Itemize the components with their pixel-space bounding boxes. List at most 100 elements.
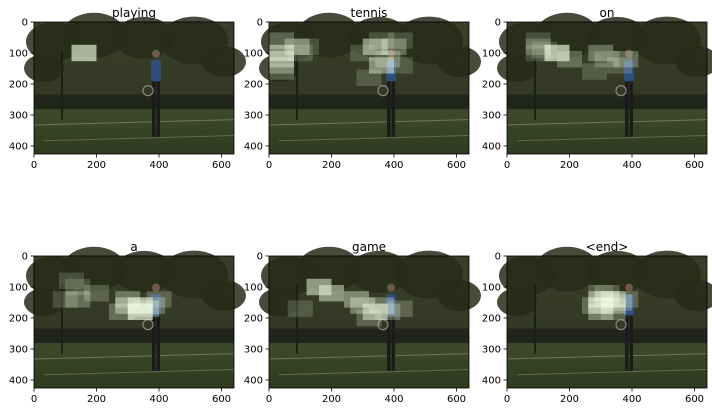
x-tick-label: 200 [87,160,106,171]
x-tick-label: 200 [560,394,579,405]
tennis-photo [497,246,712,388]
axes-frame [33,255,235,389]
attention-patch [600,297,626,314]
y-tick-label: 0 [22,252,28,263]
attention-patch [588,291,614,308]
x-tick-label: 600 [447,160,466,171]
x-tick-label: 200 [87,394,106,405]
panel-title: tennis [351,6,388,20]
y-tick-label: 400 [482,141,501,152]
attention-patch [594,284,620,302]
y-tick-label: 0 [22,18,28,29]
attention-patch [607,57,632,74]
y-tick-label: 300 [482,110,501,121]
attention-patch [588,44,614,62]
y-tick-label: 300 [9,110,28,121]
x-tick-label: 600 [685,160,704,171]
attention-patch [613,50,639,68]
axes-frame [506,21,708,155]
attention-patch [381,38,407,55]
attention-patch [582,63,607,80]
y-tick-label: 200 [244,313,263,324]
y-tick-label: 200 [482,313,501,324]
attention-patch [344,291,369,308]
attention-panel: a 0 200 400 600 0 100 200 300 400 [9,240,246,405]
x-tick-label: 200 [322,394,341,405]
x-tick-label: 0 [504,160,510,171]
attention-patch [369,297,394,314]
x-tick-label: 0 [31,160,37,171]
y-tick-label: 200 [244,79,263,90]
attention-patch [59,272,84,289]
y-tick-label: 0 [495,18,501,29]
x-tick-label: 600 [685,394,704,405]
x-tick-label: 600 [212,160,231,171]
attention-panel: tennis 0 200 400 600 0 100 200 300 400 [244,6,481,171]
attention-patch [362,38,388,55]
y-tick-label: 300 [244,110,263,121]
attention-patch [287,44,313,62]
attention-patch [613,291,639,308]
tennis-photo [24,246,246,388]
y-tick-label: 0 [495,252,501,263]
x-tick-label: 400 [622,160,641,171]
attention-patch [369,32,394,49]
attention-patch [356,309,382,327]
y-tick-label: 200 [9,79,28,90]
attention-patch [65,291,91,308]
axes-frame [506,255,708,389]
attention-patch [134,300,159,317]
attention-panel: on 0 200 400 600 0 100 200 300 400 [482,6,712,171]
attention-patch [284,38,310,55]
attention-patch [387,300,413,317]
attention-patch [146,291,172,308]
attention-patch [269,63,294,80]
attention-patch [52,291,78,308]
attention-patch [287,300,313,317]
attention-patch [544,44,570,62]
x-tick-label: 0 [31,394,37,405]
attention-patch [319,284,344,302]
attention-patch [582,297,607,314]
x-tick-label: 400 [622,394,641,405]
y-tick-label: 400 [244,375,263,386]
attention-patch [269,44,294,62]
attention-panel: playing 0 200 400 600 0 100 200 300 400 [9,6,246,171]
attention-patch [269,57,294,74]
y-tick-label: 0 [257,18,263,29]
attention-patch [387,57,413,74]
y-tick-label: 100 [482,282,501,293]
x-tick-label: 0 [504,394,510,405]
axes-frame [268,255,470,389]
x-tick-label: 200 [560,160,579,171]
tennis-photo [259,246,481,388]
attention-patch [588,303,614,320]
attention-patch [350,44,376,62]
attention-patch [84,284,109,302]
attention-patch [600,291,626,308]
attention-patch [65,278,91,296]
x-tick-label: 200 [322,160,341,171]
attention-patch [375,50,401,68]
attention-patch [588,284,614,302]
y-tick-label: 0 [257,252,263,263]
tennis-photo [24,12,246,154]
attention-patch [375,303,401,320]
y-tick-label: 200 [482,79,501,90]
y-tick-label: 300 [482,344,501,355]
x-tick-label: 400 [149,394,168,405]
panel-title: on [600,6,615,20]
x-tick-label: 0 [266,160,272,171]
panel-title: game [352,240,386,254]
x-tick-label: 600 [447,394,466,405]
attention-patch [294,38,319,55]
attention-patch [362,303,388,320]
y-tick-label: 100 [9,48,28,59]
y-tick-label: 100 [244,282,263,293]
y-tick-label: 300 [9,344,28,355]
attention-patch [350,297,376,314]
x-tick-label: 400 [149,160,168,171]
y-tick-label: 100 [244,48,263,59]
attention-patch [71,44,97,62]
